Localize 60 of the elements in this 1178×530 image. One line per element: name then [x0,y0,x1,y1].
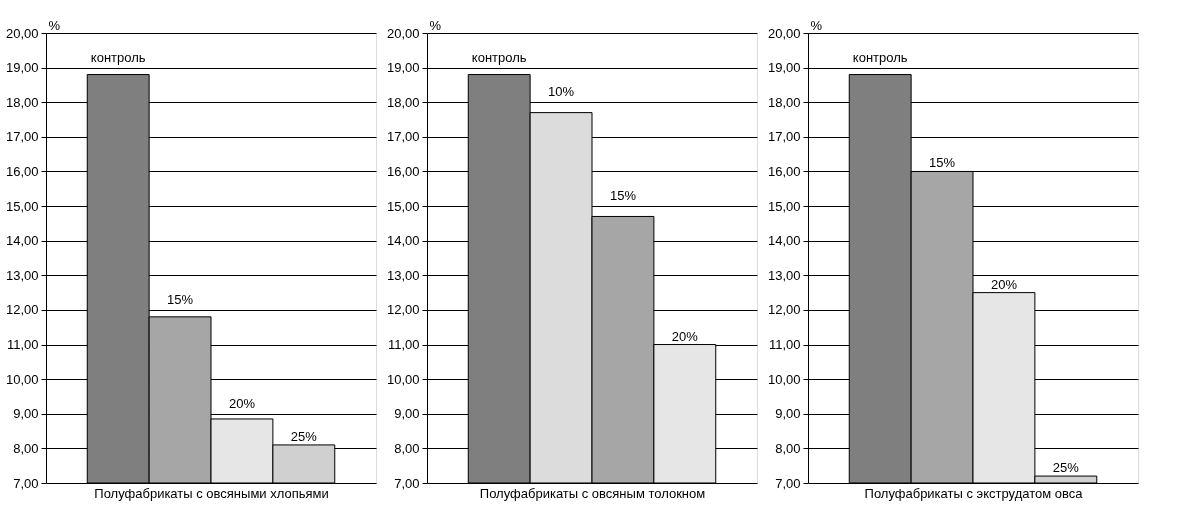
y-tick-label: 18,00 [386,94,420,110]
series-label: 20% [228,395,256,411]
series-label: контроль [471,49,527,65]
y-tick-label: 8,00 [775,440,801,456]
y-tick-label: 18,00 [5,94,39,110]
y-tick-label: 7,00 [394,475,420,491]
y-tick-label: 7,00 [13,475,39,491]
y-tick-label: 15,00 [386,198,420,214]
y-tick-label: 9,00 [775,406,801,422]
series-label: 25% [290,428,318,444]
series-label: 10% [548,84,575,100]
y-tick-label: 12,00 [767,302,801,318]
y-tick-label: 19,00 [767,60,801,76]
y-tick-label: 13,00 [767,267,801,283]
y-tick-label: 15,00 [767,198,801,214]
y-tick-label: 15,00 [5,198,39,214]
x-axis-title: Полуфабрикаты с овсяными хлопьями [94,485,329,501]
y-tick-label: 19,00 [386,60,420,76]
series-label: 15% [167,291,194,307]
y-tick-label: 17,00 [386,129,420,145]
series-label: 15% [929,155,956,171]
series-label: 20% [671,328,699,344]
y-tick-label: 17,00 [767,129,801,145]
y-tick-label: 14,00 [767,233,801,249]
y-tick-label: 7,00 [775,475,801,491]
x-axis-title: Полуфабрикаты с овсяным толокном [479,485,706,501]
y-tick-label: 20,00 [5,25,39,41]
y-tick-label: 16,00 [386,163,420,179]
y-axis-title: % [810,17,823,33]
y-tick-label: 9,00 [394,406,420,422]
series-label: 15% [609,188,637,204]
y-tick-label: 13,00 [5,267,39,283]
y-tick-label: 19,00 [5,60,39,76]
y-tick-label: 8,00 [13,440,39,456]
y-tick-label: 14,00 [5,233,39,249]
y-tick-label: 16,00 [5,163,39,179]
y-tick-label: 10,00 [386,371,420,387]
series-label: контроль [90,49,146,65]
y-tick-label: 13,00 [386,267,420,283]
x-axis-title: Полуфабрикаты с экструдатом овса [864,485,1084,501]
y-tick-label: 16,00 [767,163,801,179]
y-tick-label: 10,00 [5,371,39,387]
y-tick-label: 8,00 [394,440,420,456]
series-label: 25% [1052,460,1080,476]
y-axis-title: % [48,17,61,33]
y-tick-label: 12,00 [386,302,420,318]
y-tick-label: 11,00 [6,337,39,353]
y-tick-label: 10,00 [767,371,801,387]
series-label: контроль [852,49,908,65]
y-tick-label: 18,00 [767,94,801,110]
y-tick-label: 11,00 [387,337,420,353]
y-tick-label: 14,00 [386,233,420,249]
y-tick-label: 9,00 [13,406,39,422]
series-label: 20% [990,276,1018,292]
y-tick-label: 11,00 [768,337,801,353]
y-tick-label: 20,00 [386,25,420,41]
y-tick-label: 20,00 [767,25,801,41]
y-tick-label: 12,00 [5,302,39,318]
y-axis-title: % [429,17,442,33]
y-tick-label: 17,00 [5,129,39,145]
